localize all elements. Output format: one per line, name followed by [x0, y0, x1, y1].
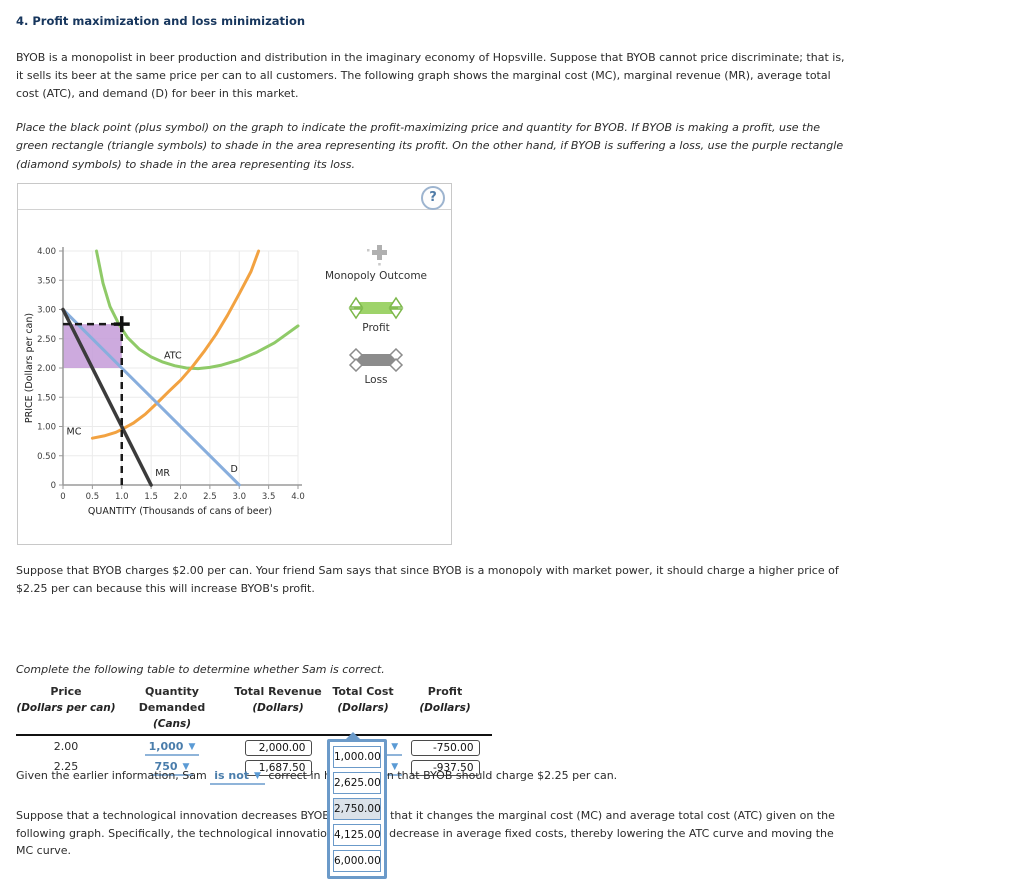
chevron-down-icon: ▼: [182, 762, 190, 772]
quantity-dropdown[interactable]: 1,000 ▼: [116, 736, 228, 756]
svg-text:4.0: 4.0: [291, 492, 305, 502]
table-row: 2.00 1,000▼ 2,000.00 2,750.00▼ -750.00: [16, 736, 492, 756]
svg-text:MC: MC: [67, 427, 82, 438]
conclusion-line: Given the earlier information, Sam is no…: [16, 769, 617, 785]
svg-text:PRICE (Dollars per can): PRICE (Dollars per can): [24, 313, 35, 423]
svg-text:2.50: 2.50: [37, 335, 56, 345]
tech-paragraph: Suppose that a technological innovation …: [16, 809, 835, 857]
svg-text:1.5: 1.5: [144, 492, 158, 502]
col-header-price: Price (Dollars per can): [16, 685, 116, 714]
profit-table: Price (Dollars per can) Quantity Demanded…: [16, 684, 492, 776]
intro-paragraph: BYOB is a monopolist in beer production …: [16, 51, 845, 101]
col-header-profit: Profit (Dollars): [419, 685, 471, 714]
sam-paragraph: Suppose that BYOB charges $2.00 per can.…: [16, 564, 839, 595]
chevron-down-icon: ▼: [391, 762, 399, 772]
dropdown-option[interactable]: 2,625.00: [333, 772, 381, 794]
svg-text:QUANTITY (Thousands of cans of: QUANTITY (Thousands of cans of beer): [88, 506, 272, 517]
svg-text:1.50: 1.50: [37, 393, 56, 403]
legend-loss-label: Loss: [364, 374, 388, 386]
svg-text:3.5: 3.5: [262, 492, 276, 502]
price-cell: 2.00: [53, 740, 79, 753]
popup-caret-icon: [344, 732, 362, 741]
quantity-dropdown[interactable]: 750 ▼: [116, 756, 228, 776]
table-header-row: Price (Dollars per can) Quantity Demanded…: [16, 684, 492, 736]
svg-text:1.0: 1.0: [115, 492, 129, 502]
conclusion-prefix: Given the earlier information, Sam: [16, 769, 211, 782]
col-header-cost: Total Cost (Dollars): [332, 685, 394, 714]
conclusion-suffix: correct in his assertion that BYOB shoul…: [264, 769, 618, 782]
chevron-down-icon: ▼: [254, 771, 261, 781]
svg-text:1.00: 1.00: [37, 423, 56, 433]
svg-text:ATC: ATC: [164, 351, 182, 362]
revenue-input[interactable]: 1,687.50: [228, 756, 328, 776]
table-prompt: Complete the following table to determin…: [16, 663, 385, 676]
monopoly-chart[interactable]: 0 0.50 1.00 1.50 2.00 2.50 3.00 3.50 4.00 0 0.5 1.0…: [18, 184, 451, 544]
chevron-down-icon: ▼: [188, 742, 196, 752]
monopoly-point-icon[interactable]: [311, 244, 441, 268]
graph-panel: 0 0.50 1.00 1.50 2.00 2.50 3.00 3.50 4.00 0 0.5 1.0…: [17, 183, 452, 545]
dropdown-option[interactable]: 6,000.00: [333, 850, 381, 872]
svg-text:MR: MR: [155, 468, 170, 479]
svg-text:0: 0: [60, 492, 65, 502]
dropdown-option[interactable]: 1,000.00: [333, 746, 381, 768]
loss-rectangle-icon[interactable]: [311, 347, 441, 373]
cost-dropdown-popup[interactable]: 1,000.00 2,625.00 2,750.00 4,125.00 6,000.00: [327, 732, 387, 879]
col-header-revenue: Total Revenue (Dollars): [234, 685, 322, 714]
profit-input[interactable]: -750.00: [398, 736, 492, 756]
is-not-dropdown[interactable]: is not ▼: [210, 769, 265, 785]
svg-text:3.0: 3.0: [232, 492, 246, 502]
page-title: 4. Profit maximization and loss minimiza…: [16, 14, 306, 28]
col-header-quantity: Quantity Demanded (Cans): [138, 685, 206, 730]
instructions-paragraph: Place the black point (plus symbol) on t…: [16, 121, 844, 171]
help-icon[interactable]: ?: [421, 186, 445, 210]
svg-text:0.50: 0.50: [37, 452, 56, 462]
dropdown-option[interactable]: 2,750.00: [333, 798, 381, 820]
svg-text:0: 0: [51, 481, 56, 491]
legend-monopoly-label: Monopoly Outcome: [324, 270, 428, 282]
dropdown-option[interactable]: 4,125.00: [333, 824, 381, 846]
svg-text:2.00: 2.00: [37, 364, 56, 374]
chart-legend: Monopoly Outcome Profit Loss: [311, 244, 441, 400]
svg-text:4.00: 4.00: [37, 247, 56, 257]
svg-text:3.50: 3.50: [37, 276, 56, 286]
svg-text:D: D: [230, 464, 237, 475]
svg-text:0.5: 0.5: [86, 492, 100, 502]
svg-text:2.5: 2.5: [203, 492, 217, 502]
legend-profit-label: Profit: [362, 322, 390, 334]
profit-rectangle-icon[interactable]: [311, 296, 441, 320]
panel-header: ?: [18, 184, 451, 210]
svg-text:2.0: 2.0: [174, 492, 188, 502]
price-cell: 2.25: [53, 760, 79, 773]
revenue-input[interactable]: 2,000.00: [228, 736, 328, 756]
chevron-down-icon: ▼: [391, 742, 399, 752]
svg-text:3.00: 3.00: [37, 306, 56, 316]
profit-input[interactable]: -937.50: [398, 756, 492, 776]
